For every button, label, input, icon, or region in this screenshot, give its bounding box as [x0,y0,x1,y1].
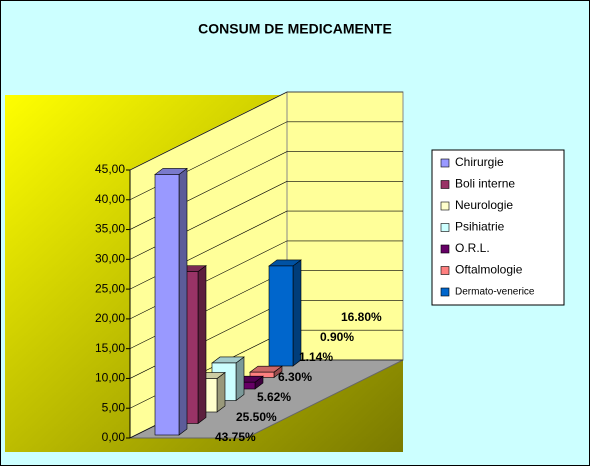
legend-swatch [440,223,450,232]
legend-swatch [440,158,450,168]
grid-line [129,91,403,171]
value-label: 0.90% [320,330,354,344]
y-tick-label: 25,00 [95,281,125,295]
bar [154,174,180,436]
value-label: 5.62% [257,390,291,404]
y-tick-label: 40,00 [95,192,125,206]
legend-label: O.R.L. [455,241,490,255]
legend-swatch [440,180,450,189]
y-tick-label: 5,00 [102,400,126,414]
value-label: 6.30% [278,370,312,384]
legend-swatch [440,244,450,254]
y-tick-label: 30,00 [95,252,125,266]
value-label: 25.50% [236,410,277,424]
value-label: 16.80% [341,310,382,324]
legend-label: Oftalmologie [455,263,523,277]
bar-side [216,371,226,413]
legend [431,149,565,306]
legend-label: Boli interne [455,177,515,191]
legend-label: Chirurgie [455,155,504,169]
chart-title: CONSUM DE MEDICAMENTE [198,21,392,37]
bar-side [178,167,188,436]
y-tick-label: 15,00 [95,341,125,355]
legend-label: Psihiatrie [455,220,505,234]
bar-side [235,356,245,402]
legend-swatch [440,201,450,211]
legend-swatch [440,266,450,275]
y-tick-label: 20,00 [95,311,125,325]
legend-swatch [440,287,450,297]
legend-label: Dermato-venerice [455,287,535,298]
legend-label: Neurologie [455,198,513,212]
y-tick-label: 35,00 [95,222,125,236]
value-label: 1.14% [299,350,333,364]
y-tick-label: 10,00 [95,371,125,385]
value-label: 43.75% [215,430,256,444]
bar-side [197,265,207,425]
y-tick-label: 45,00 [95,162,125,176]
bar [268,265,294,367]
y-tick-label: 0,00 [102,430,126,444]
